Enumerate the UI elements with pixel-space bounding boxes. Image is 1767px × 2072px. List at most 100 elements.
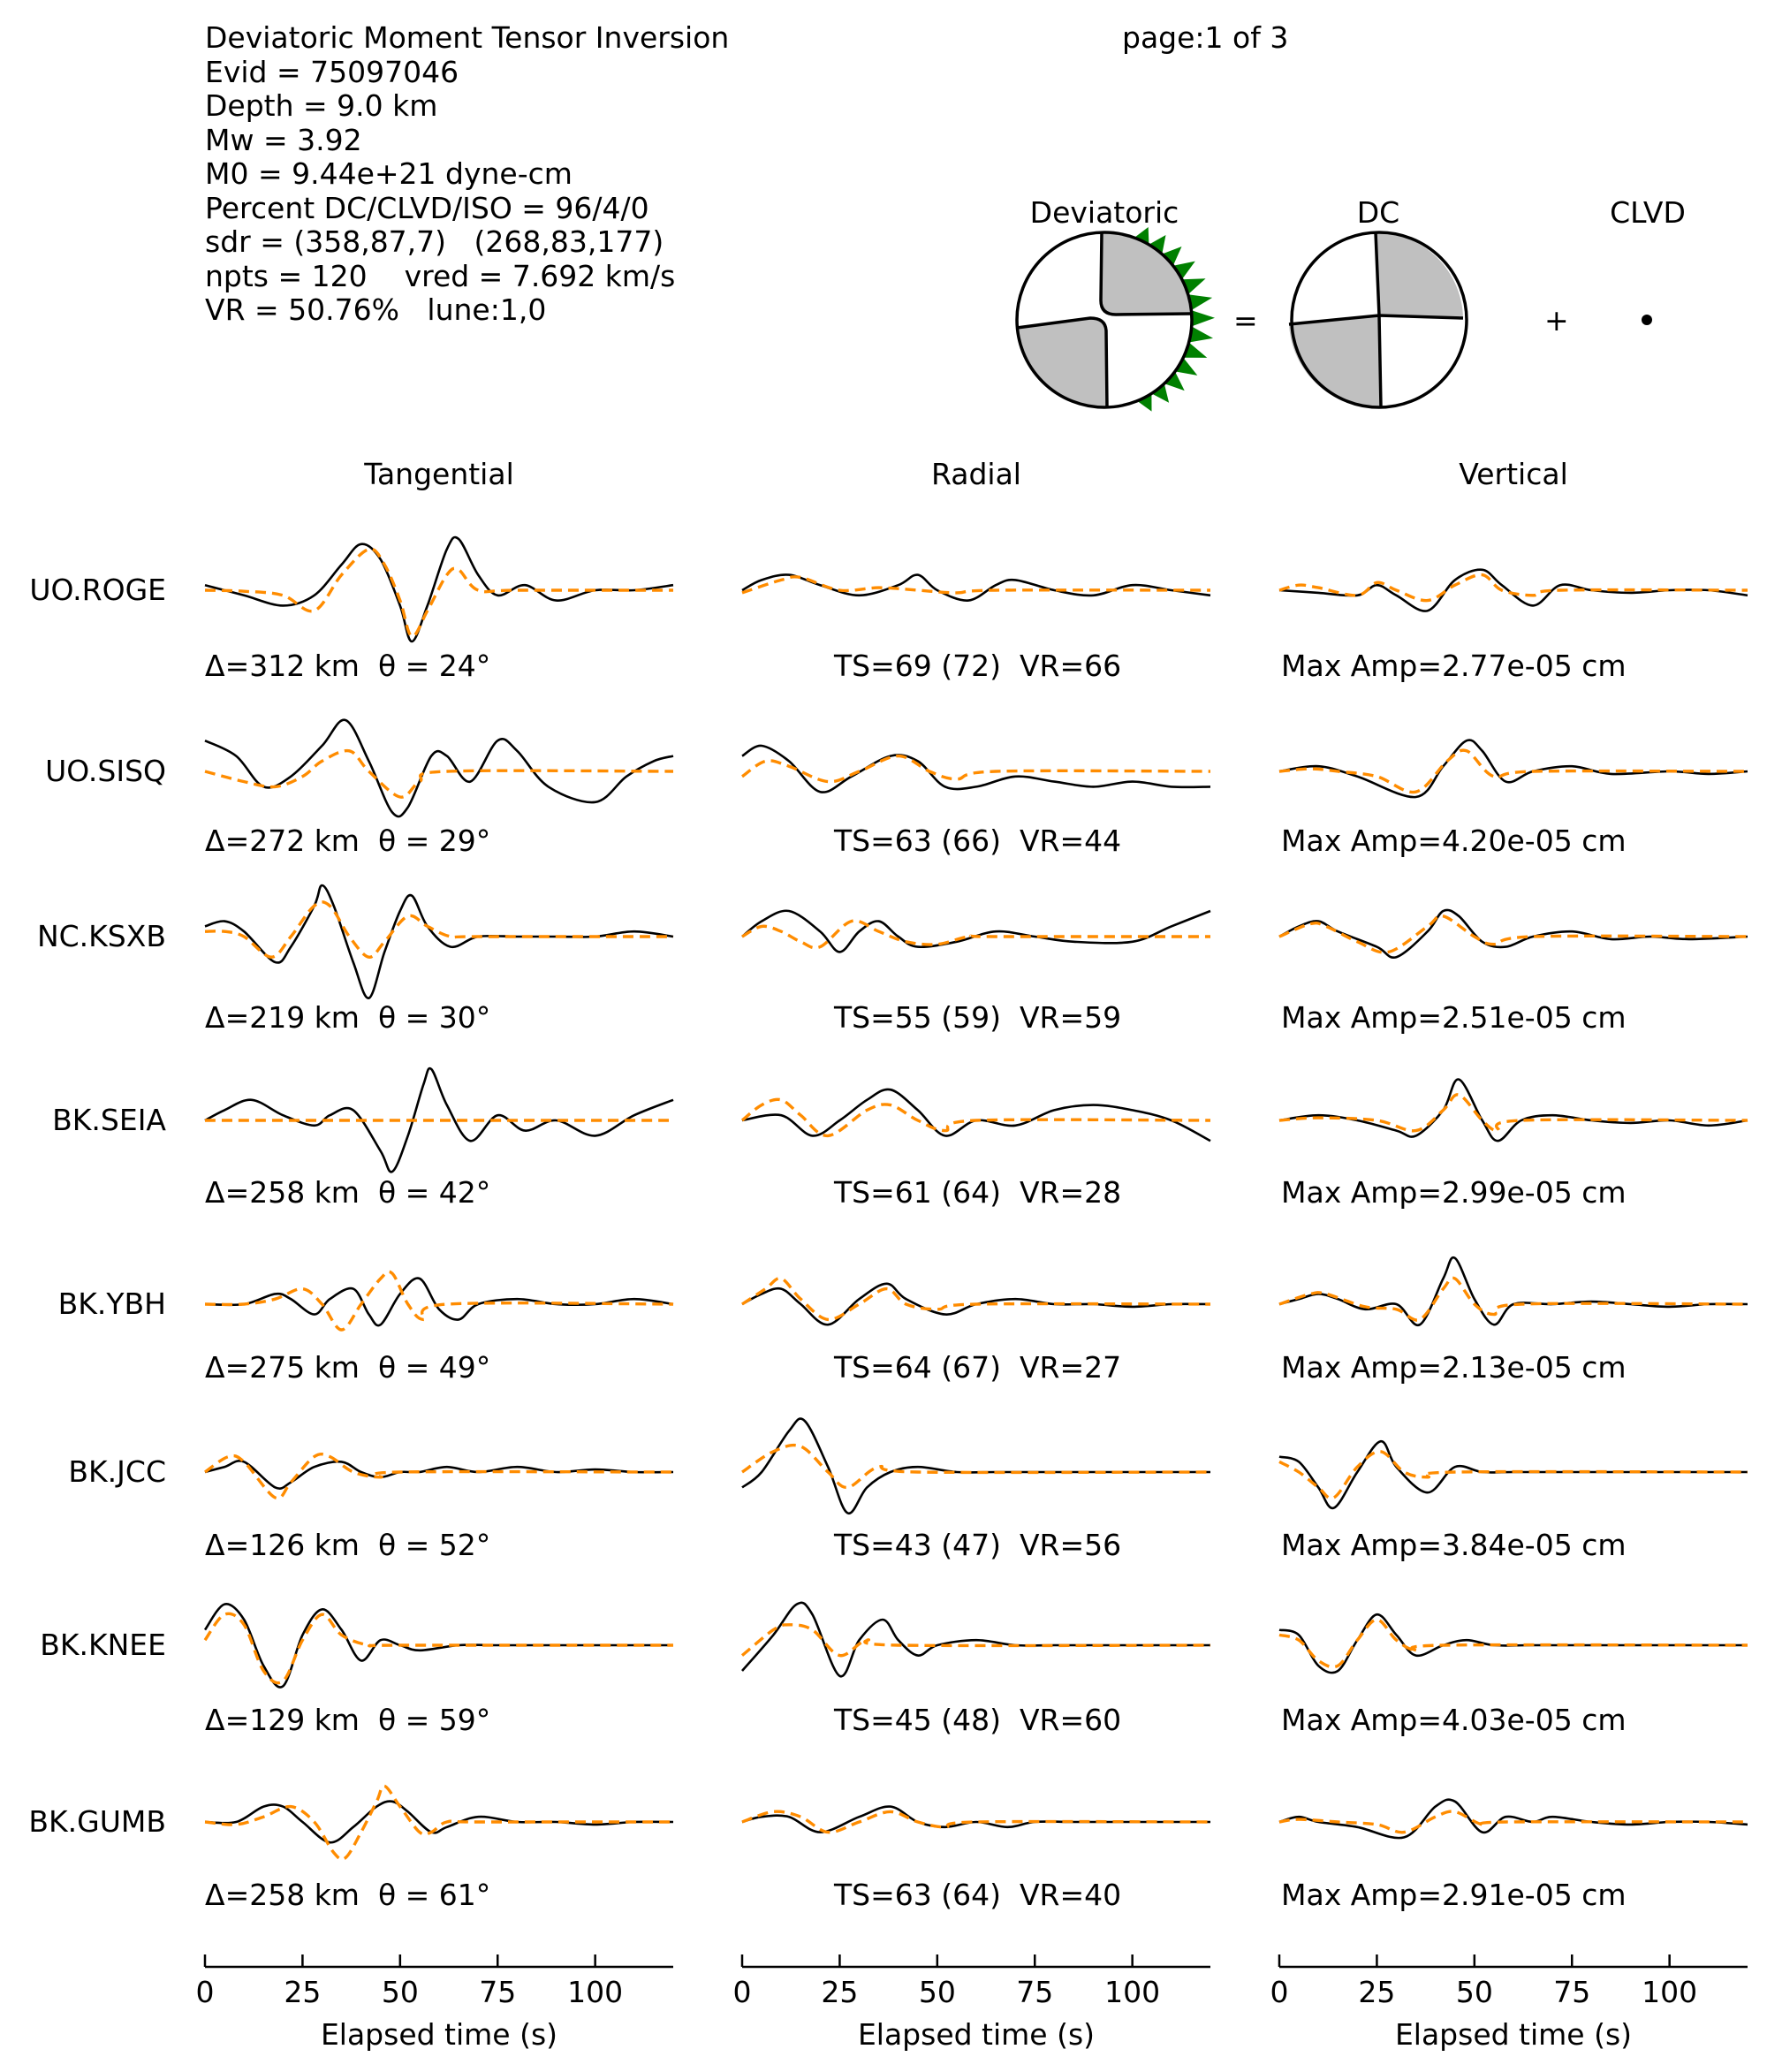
observed-trace xyxy=(204,718,674,818)
observed-trace xyxy=(204,1460,674,1490)
synthetic-trace xyxy=(741,575,1211,595)
synthetic-trace xyxy=(1278,1618,1748,1669)
column-title-radial: Radial xyxy=(931,457,1021,491)
x-tick-label: 75 xyxy=(1016,1975,1054,2009)
x-tick-label: 50 xyxy=(1455,1975,1493,2009)
summary-line: M0 = 9.44e+21 dyne-cm xyxy=(205,156,573,191)
summary-line: VR = 50.76% lune:1,0 xyxy=(205,292,547,327)
deviatoric-fill-ne xyxy=(1101,231,1192,315)
summary-line: npts = 120 vred = 7.692 km/s xyxy=(205,258,676,293)
time-shift-vr-label: TS=63 (64) VR=40 xyxy=(834,1878,1122,1912)
beachballs xyxy=(1015,227,1652,412)
deviatoric-fill-sw xyxy=(1017,318,1107,408)
x-axis-label: Elapsed time (s) xyxy=(857,2017,1096,2052)
observed-trace xyxy=(1278,908,1748,960)
observed-trace xyxy=(741,1601,1210,1678)
station-label: BK.SEIA xyxy=(52,1103,166,1137)
clvd-dot xyxy=(1642,315,1652,325)
x-tick-label: 25 xyxy=(1358,1975,1396,2009)
distance-azimuth-label: Δ=129 km θ = 59° xyxy=(205,1703,491,1737)
time-shift-vr-label: TS=63 (66) VR=44 xyxy=(834,823,1122,858)
max-amplitude-label: Max Amp=4.20e-05 cm xyxy=(1281,823,1627,858)
summary-line: Evid = 75097046 xyxy=(205,54,459,89)
column-title-tangential: Tangential xyxy=(364,457,514,491)
summary-line: Mw = 3.92 xyxy=(205,122,362,157)
station-label: BK.YBH xyxy=(57,1286,166,1321)
synthetic-trace xyxy=(1278,914,1748,954)
max-amplitude-label: Max Amp=2.51e-05 cm xyxy=(1281,1000,1627,1035)
max-amplitude-label: Max Amp=2.91e-05 cm xyxy=(1281,1878,1627,1912)
synthetic-trace xyxy=(1278,1276,1748,1322)
synthetic-trace xyxy=(204,748,674,799)
synthetic-trace xyxy=(741,1810,1211,1834)
x-tick-label: 50 xyxy=(381,1975,419,2009)
x-axis-label: Elapsed time (s) xyxy=(1394,2017,1633,2052)
time-shift-vr-label: TS=64 (67) VR=27 xyxy=(834,1350,1122,1385)
station-label: BK.GUMB xyxy=(28,1804,166,1839)
time-shift-vr-label: TS=69 (72) VR=66 xyxy=(834,649,1122,683)
observed-trace xyxy=(741,1805,1210,1833)
axis-lines xyxy=(203,1954,1748,1969)
max-amplitude-label: Max Amp=2.99e-05 cm xyxy=(1281,1175,1627,1210)
synthetic-trace xyxy=(204,900,673,959)
synthetic-trace xyxy=(1278,748,1748,794)
observed-trace xyxy=(1278,1798,1748,1840)
time-shift-vr-label: TS=55 (59) VR=59 xyxy=(834,1000,1122,1035)
summary-line: Deviatoric Moment Tensor Inversion xyxy=(205,20,730,55)
time-shift-vr-label: TS=43 (47) VR=56 xyxy=(834,1528,1122,1562)
x-tick-label: 100 xyxy=(1104,1975,1161,2009)
synthetic-trace xyxy=(1278,1450,1748,1500)
station-label: BK.JCC xyxy=(68,1454,166,1489)
time-shift-vr-label: TS=61 (64) VR=28 xyxy=(834,1175,1122,1210)
synthetic-trace xyxy=(1278,1093,1748,1133)
observed-trace xyxy=(1278,1078,1748,1142)
synthetic-trace xyxy=(204,1270,674,1332)
summary-line: Depth = 9.0 km xyxy=(205,88,438,123)
equals-sign: = xyxy=(1233,303,1258,338)
synthetic-trace xyxy=(1278,573,1748,603)
synthetic-trace xyxy=(204,1453,674,1500)
x-tick-label: 0 xyxy=(1270,1975,1289,2009)
synthetic-trace xyxy=(1278,1810,1748,1834)
synthetic-trace xyxy=(740,1097,1211,1138)
x-tick-label: 25 xyxy=(821,1975,859,2009)
synthetic-trace xyxy=(741,1277,1211,1322)
waveform-traces xyxy=(203,535,1748,1861)
observed-trace xyxy=(204,1277,674,1327)
x-tick-label: 0 xyxy=(732,1975,752,2009)
station-label: NC.KSXB xyxy=(36,919,166,953)
x-tick-label: 50 xyxy=(918,1975,956,2009)
distance-azimuth-label: Δ=272 km θ = 29° xyxy=(205,823,491,858)
distance-azimuth-label: Δ=219 km θ = 30° xyxy=(205,1000,491,1035)
observed-trace xyxy=(204,884,674,999)
synthetic-trace xyxy=(741,1443,1211,1490)
deviatoric-label: Deviatoric xyxy=(1029,195,1179,230)
observed-trace xyxy=(741,1088,1211,1142)
summary-line: Percent DC/CLVD/ISO = 96/4/0 xyxy=(205,190,649,225)
dc-fill-ne xyxy=(1376,231,1463,318)
distance-azimuth-label: Δ=275 km θ = 49° xyxy=(205,1350,491,1385)
synthetic-trace xyxy=(741,919,1210,950)
dc-fill-sw xyxy=(1289,315,1381,408)
x-axis-label: Elapsed time (s) xyxy=(320,2017,558,2052)
observed-trace xyxy=(741,909,1211,953)
summary-line: sdr = (358,87,7) (268,83,177) xyxy=(205,224,664,259)
distance-azimuth-label: Δ=258 km θ = 61° xyxy=(205,1878,491,1912)
dc-label: DC xyxy=(1356,195,1400,230)
synthetic-trace xyxy=(741,754,1211,784)
observed-trace xyxy=(204,535,674,643)
max-amplitude-label: Max Amp=2.13e-05 cm xyxy=(1281,1350,1627,1385)
station-label: UO.ROGE xyxy=(29,573,166,607)
station-label: UO.SISQ xyxy=(45,754,166,788)
x-tick-label: 100 xyxy=(1642,1975,1698,2009)
distance-azimuth-label: Δ=312 km θ = 24° xyxy=(205,649,491,683)
plus-sign: + xyxy=(1544,303,1569,338)
x-tick-label: 100 xyxy=(567,1975,624,2009)
x-tick-label: 75 xyxy=(479,1975,517,2009)
observed-trace xyxy=(1278,1256,1748,1326)
synthetic-trace xyxy=(203,1612,673,1685)
observed-trace xyxy=(1278,739,1748,799)
dc-beachball xyxy=(1288,231,1468,409)
synthetic-trace xyxy=(740,1623,1211,1658)
